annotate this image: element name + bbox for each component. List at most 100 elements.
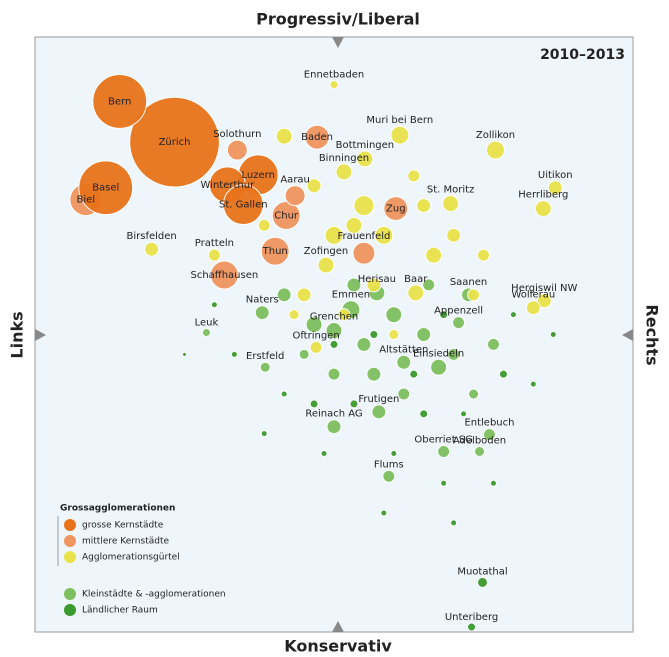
bubble [439,310,449,320]
point-label: Reinach AG [305,409,362,420]
bubble [320,450,328,457]
bubble [422,278,436,292]
bubble [396,354,412,370]
legend-swatch [64,551,76,563]
bubble [352,241,376,265]
point-label: Zug [386,204,406,215]
bubble [468,388,480,400]
bubble [222,184,264,226]
bubble [489,479,497,487]
bubble [345,216,363,234]
point-label: Muri bei Bern [366,115,433,126]
bubble [374,225,394,245]
bubble [498,369,508,379]
bubble [509,311,517,319]
marker-top [332,37,344,48]
bubble [388,329,400,340]
bubble [467,288,481,302]
point-label: Chur [274,211,299,222]
point-label: Ennetbaden [304,70,364,81]
point-label: Basel [92,183,119,194]
bubble [371,404,387,420]
bubble [416,327,432,342]
bubble [327,367,341,381]
bubble [260,236,290,266]
bubble [305,316,323,334]
bubble [477,576,488,588]
bubble [419,409,429,419]
bubble [257,218,271,232]
points: Muotathal Unteriberg Herisau Emmen Grenchen S… [69,70,578,632]
point-label: Herisau [358,274,396,285]
bubble [549,331,557,338]
point-label: Leuk [195,318,219,329]
point-label: Appenzell [434,306,483,317]
point-label: Emmen [332,290,370,301]
legend-label: mittlere Kernstädte [82,537,169,547]
point-label: Biel [77,195,96,206]
bubble [474,446,485,457]
bubble [369,330,379,339]
point-label: Oberriet SG [414,435,473,446]
bubble [416,198,432,214]
bubble [349,399,359,409]
point-label: Binningen [319,153,369,164]
bubble [407,284,425,302]
point-label: Uitikon [538,170,573,181]
point-label: Unteriberg [445,612,498,623]
bubble [390,125,410,145]
point-label: Birsfelden [126,231,176,242]
point-label: Luzern [242,170,275,181]
point-label: Baar [404,274,428,285]
bubble [226,139,248,161]
point-label: Naters [246,295,279,306]
point-label: Baden [301,132,333,143]
bubble [485,140,505,160]
point-label: Frauenfeld [337,231,390,242]
bubble [536,293,552,309]
point-label: Flums [374,459,404,470]
bubble [356,336,372,352]
bubble [288,309,300,321]
point-label: St. Gallen [219,200,268,211]
bubble [529,380,537,388]
bubble [276,287,292,303]
marker-bottom [332,621,344,632]
bubble [284,185,306,207]
bubble [280,390,288,398]
bubble [182,351,187,357]
legend-label: grosse Kernstädte [82,521,164,531]
bubble [209,260,239,290]
bubble [309,340,323,354]
point-label: Altstätten [379,344,428,355]
bottom-label: Konservativ [284,637,392,656]
bubble [366,366,382,382]
right-label: Rechts [643,304,662,365]
bubble [317,256,335,274]
bubble [525,300,541,316]
bubble [129,96,220,188]
bubble [383,196,409,222]
bubble [353,195,375,217]
point-label: Einsiedeln [413,348,464,359]
point-label: St. Moritz [427,185,474,196]
bubble [430,358,448,376]
marker-left [35,329,46,341]
left-label: Links [8,311,27,358]
bubble [390,450,398,457]
bubble [306,178,322,194]
legend-title: Grossagglomerationen [60,504,175,514]
bubble [380,509,388,517]
bubble [275,127,293,145]
bubble [425,246,443,264]
bubble [346,277,362,293]
bubble [326,419,342,435]
legend-label: Kleinstädte & -agglomerationen [82,590,226,600]
bubble [271,201,301,230]
bubble [335,163,353,181]
point-label: Hergiswil NW [511,283,577,294]
point-label: Adelboden [453,436,506,447]
point-label: Wollerau [511,290,555,301]
legend-label: Ländlicher Raum [82,606,158,616]
legend-swatch [64,588,76,600]
